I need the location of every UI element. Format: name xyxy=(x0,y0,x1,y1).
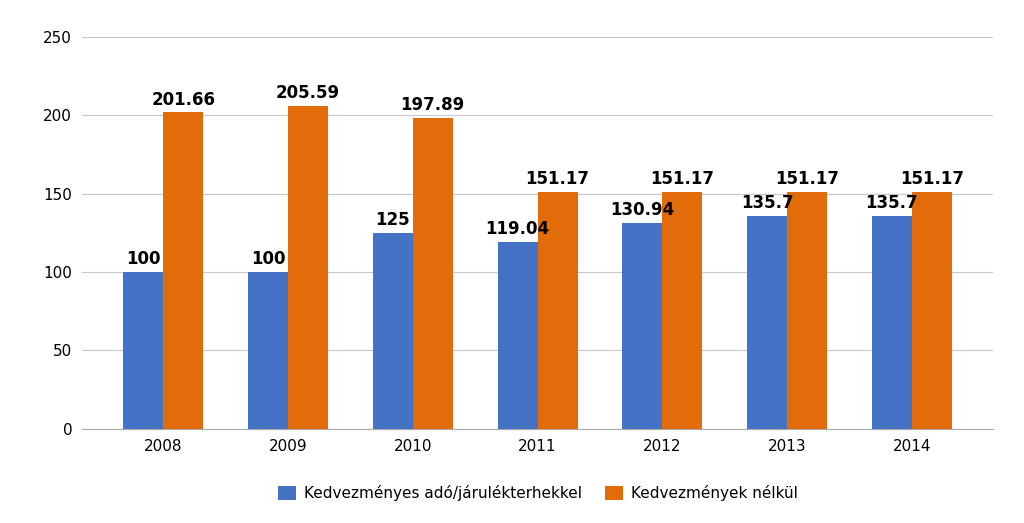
Text: 151.17: 151.17 xyxy=(525,170,590,188)
Text: 100: 100 xyxy=(126,250,161,268)
Bar xyxy=(248,272,288,429)
Text: 151.17: 151.17 xyxy=(775,170,839,188)
Text: 135.7: 135.7 xyxy=(741,194,794,212)
Text: 100: 100 xyxy=(251,250,286,268)
Text: 151.17: 151.17 xyxy=(900,170,964,188)
Bar xyxy=(163,112,203,429)
Text: 197.89: 197.89 xyxy=(400,96,465,115)
Bar xyxy=(288,106,328,429)
Text: 125: 125 xyxy=(376,211,411,229)
Text: 201.66: 201.66 xyxy=(152,90,215,109)
Bar xyxy=(623,223,663,429)
Legend: Kedvezményes adó/járulékterhekkel, Kedvezmények nélkül: Kedvezményes adó/járulékterhekkel, Kedve… xyxy=(271,479,804,507)
Bar xyxy=(413,118,453,429)
Bar xyxy=(912,191,952,429)
Bar xyxy=(663,191,702,429)
Text: 135.7: 135.7 xyxy=(865,194,919,212)
Bar xyxy=(538,191,578,429)
Bar xyxy=(748,216,787,429)
Text: 151.17: 151.17 xyxy=(650,170,715,188)
Bar xyxy=(787,191,827,429)
Text: 119.04: 119.04 xyxy=(485,220,550,238)
Text: 205.59: 205.59 xyxy=(275,84,340,103)
Bar xyxy=(123,272,163,429)
Bar xyxy=(498,242,538,429)
Bar xyxy=(872,216,912,429)
Bar xyxy=(373,233,413,429)
Text: 130.94: 130.94 xyxy=(610,201,675,220)
